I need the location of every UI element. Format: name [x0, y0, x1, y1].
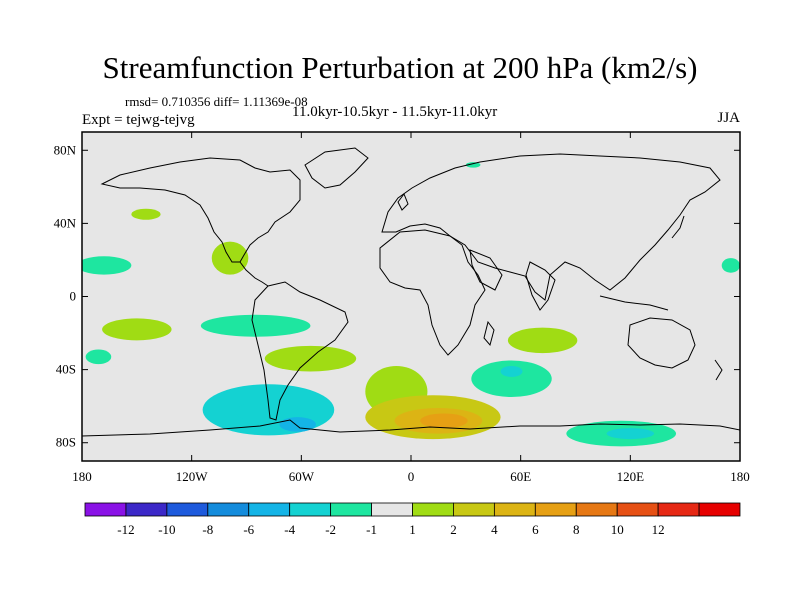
- anomaly-patch: [500, 365, 523, 377]
- y-tick-label: 40S: [56, 362, 76, 377]
- colorbar-swatch: [330, 502, 372, 517]
- colorbar: -12 -10 -8 -6 -4 -2 -1 1 2 4 6 8 10 12: [84, 502, 741, 537]
- anomaly-patch: [85, 349, 112, 365]
- colorbar-label: 1: [409, 522, 416, 537]
- coast-south-america: [251, 281, 349, 421]
- colorbar-label: -10: [158, 522, 175, 537]
- coast-new-zealand: [714, 359, 723, 381]
- colorbar-label: 4: [491, 522, 498, 537]
- coast-australia: [627, 317, 696, 369]
- colorbar-label: 2: [450, 522, 457, 537]
- anomaly-patch: [235, 400, 302, 423]
- colorbar-swatch: [207, 502, 250, 517]
- coast-indonesia: [599, 295, 669, 311]
- coast-uk: [397, 192, 409, 211]
- anomaly-patch: [606, 428, 655, 440]
- x-tick-label: 60W: [289, 469, 315, 484]
- plot-title: Streamfunction Perturbation at 200 hPa (…: [102, 50, 698, 85]
- anomaly-patch: [507, 327, 578, 354]
- anomaly-contours: [82, 162, 740, 447]
- y-tick-label: 80S: [56, 435, 76, 450]
- coast-north-america: [100, 157, 301, 263]
- anomaly-patch: [200, 314, 311, 337]
- coast-japan: [671, 215, 685, 239]
- colorbar-swatch: [616, 502, 659, 517]
- colorbar-swatch: [698, 502, 741, 517]
- anomaly-patch: [279, 417, 316, 432]
- anomaly-patch: [420, 413, 468, 429]
- x-tick-label: 180: [730, 469, 750, 484]
- colorbar-label: -2: [325, 522, 336, 537]
- colorbar-label: -8: [202, 522, 213, 537]
- y-tick-label: 40N: [54, 215, 77, 230]
- x-tick-label: 60E: [510, 469, 531, 484]
- colorbar-swatch: [657, 502, 700, 517]
- colorbar-label: 10: [611, 522, 624, 537]
- stats-text: rmsd= 0.710356 diff= 1.11369e-08: [125, 94, 308, 109]
- experiment-label: Expt = tejwg-tejvg: [82, 112, 195, 128]
- anomaly-patch: [721, 258, 740, 273]
- y-tick-label: 80N: [54, 142, 77, 157]
- anomaly-patch: [102, 318, 172, 341]
- colorbar-label: -1: [366, 522, 377, 537]
- colorbar-swatch: [371, 502, 413, 517]
- colorbar-swatch: [412, 502, 454, 517]
- anomaly-patch: [82, 256, 132, 275]
- coast-antarctica: [82, 419, 740, 437]
- colorbar-swatch: [289, 502, 332, 517]
- coast-india: [525, 261, 556, 311]
- x-tick-label: 120E: [617, 469, 645, 484]
- axis-ticks: 180 120W 60W 0 60E 120E 180 80N 40N 0 40S 80S: [54, 132, 750, 484]
- colorbar-swatch: [84, 502, 127, 517]
- colorbar-swatch: [493, 502, 536, 517]
- colorbar-swatch: [125, 502, 168, 517]
- colorbar-swatch: [248, 502, 291, 517]
- coast-arabia: [469, 249, 503, 291]
- season-label: JJA: [717, 110, 740, 126]
- coast-eurasia: [381, 153, 721, 301]
- colorbar-label: -4: [284, 522, 295, 537]
- colorbar-swatch: [534, 502, 577, 517]
- colorbar-label: 8: [573, 522, 580, 537]
- anomaly-patch: [471, 360, 552, 398]
- coast-madagascar: [483, 320, 495, 347]
- colorbar-label: -6: [243, 522, 254, 537]
- coast-central-america: [239, 261, 269, 287]
- colorbar-label: 12: [652, 522, 665, 537]
- anomaly-patch: [465, 162, 481, 168]
- coast-greenland: [304, 147, 369, 189]
- colorbar-label: -12: [117, 522, 134, 537]
- x-tick-label: 120W: [176, 469, 209, 484]
- colorbar-swatch: [166, 502, 209, 517]
- coastlines: [82, 147, 740, 437]
- x-tick-label: 0: [408, 469, 415, 484]
- colorbar-label: 6: [532, 522, 539, 537]
- y-tick-label: 0: [70, 289, 77, 304]
- period-label: 11.0kyr-10.5kyr - 11.5kyr-11.0kyr: [292, 104, 498, 120]
- anomaly-patch: [131, 208, 161, 220]
- colorbar-swatch: [453, 502, 495, 517]
- colorbar-swatch: [575, 502, 618, 517]
- x-tick-label: 180: [72, 469, 92, 484]
